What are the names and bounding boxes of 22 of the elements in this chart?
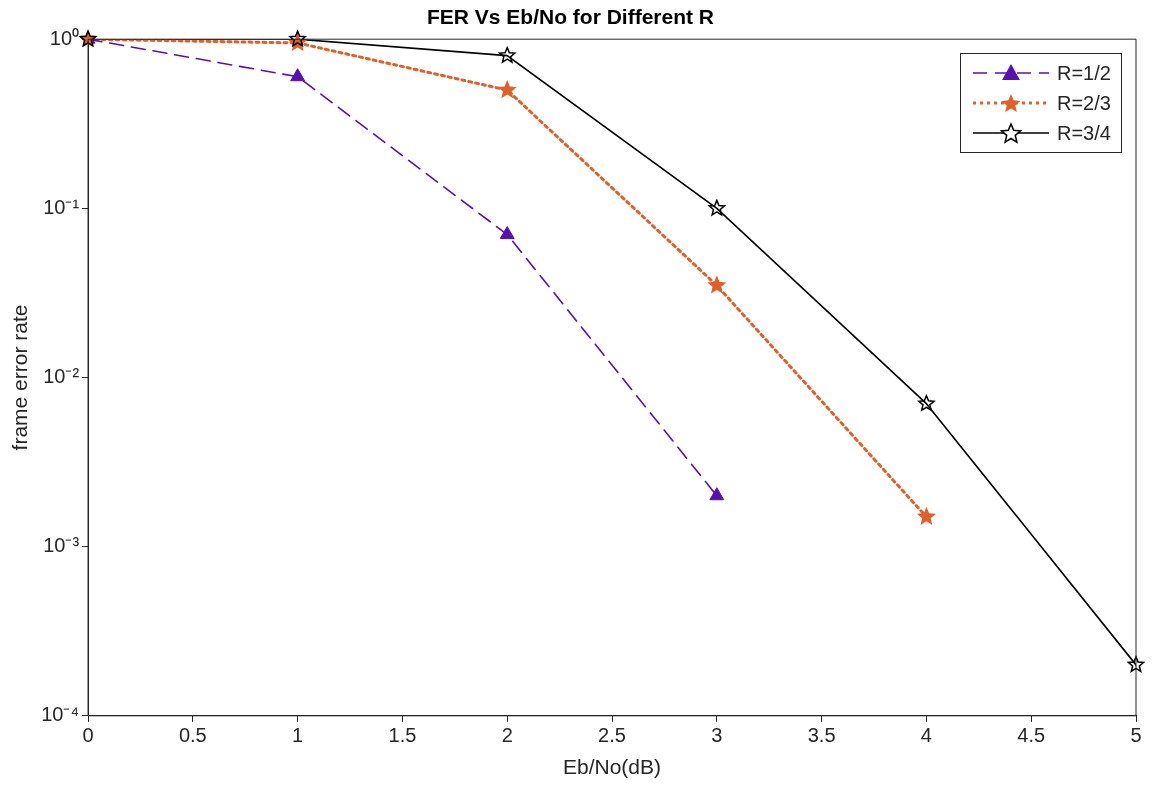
chart-title: FER Vs Eb/No for Different R [426,5,715,29]
legend-label: R=3/4 [1057,121,1111,147]
x-tick-label: 4.5 [1017,724,1046,747]
y-tick-label: 10⁻² [43,365,80,388]
y-tick-label: 10⁻³ [43,534,80,557]
x-tick-label: 1 [292,724,304,747]
x-tick-label: 2.5 [598,724,626,747]
x-tick-label: 3.5 [807,724,836,747]
x-tick-label: 4 [920,724,932,747]
y-tick-label: 10⁻⁴ [41,703,80,726]
x-axis-title: Eb/No(dB) [563,755,662,779]
y-tick-label: 10⁰ [49,26,80,49]
y-axis-title: frame error rate [8,304,32,451]
x-tick-label: 0 [82,724,94,747]
x-tick-label: 5 [1130,724,1142,747]
x-tick-label: 3 [711,724,723,747]
y-tick-label: 10⁻¹ [43,195,80,218]
x-tick-label: 1.5 [388,724,417,747]
x-tick-label: 2 [501,724,513,747]
x-tick-label: 0.5 [178,724,207,747]
legend-label: R=1/2 [1057,61,1111,87]
legend-label: R=2/3 [1057,91,1111,117]
